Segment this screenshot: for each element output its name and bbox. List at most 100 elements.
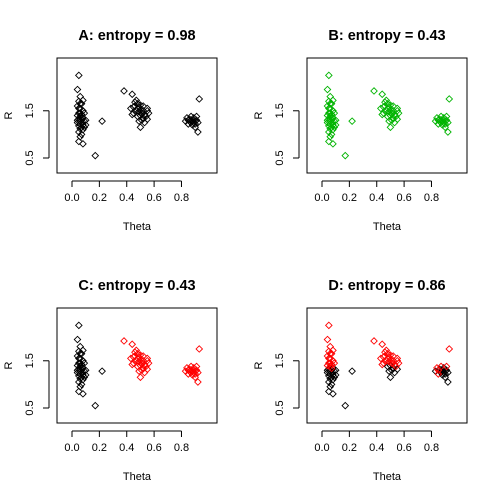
data-point — [327, 380, 336, 389]
data-point — [326, 359, 335, 367]
data-point — [341, 151, 350, 160]
data-point — [79, 346, 87, 355]
x-tick-label: 0.0 — [314, 442, 329, 454]
data-point — [120, 87, 128, 95]
y-tick-label: 0.5 — [274, 150, 286, 165]
data-point — [341, 401, 350, 410]
data-point — [389, 352, 397, 360]
data-point — [79, 139, 87, 148]
y-axis: 0.5 1.5 R — [253, 103, 300, 166]
data-point — [441, 370, 449, 378]
data-point — [191, 370, 199, 378]
y-axis: 0.5 1.5 R — [3, 353, 50, 416]
data-point — [325, 137, 333, 146]
data-point — [394, 109, 403, 117]
data-point — [189, 368, 198, 376]
data-point — [140, 368, 149, 377]
data-point — [327, 364, 336, 373]
y-axis-label: R — [253, 111, 265, 119]
y-axis: 0.5 1.5 R — [253, 353, 300, 416]
x-axis: 0.0 0.2 0.4 0.6 0.8 Theta — [64, 430, 189, 483]
data-point — [120, 337, 128, 345]
x-axis: 0.0 0.2 0.4 0.6 0.8 Theta — [314, 180, 439, 233]
data-point — [128, 340, 137, 349]
data-point — [434, 370, 443, 378]
data-point — [184, 366, 193, 375]
data-point — [327, 114, 336, 123]
data-point — [444, 378, 452, 386]
series-0 — [323, 71, 454, 160]
data-point — [348, 117, 356, 126]
data-point — [77, 380, 86, 389]
data-point — [80, 373, 89, 382]
data-point — [330, 123, 339, 132]
x-tick-label: 0.2 — [342, 442, 357, 454]
plot-frame — [56, 307, 218, 424]
data-point — [139, 102, 147, 110]
y-axis-label: R — [3, 111, 15, 119]
x-tick-label: 0.6 — [146, 442, 161, 454]
data-point — [442, 362, 451, 371]
data-point — [81, 366, 90, 375]
data-point — [191, 373, 199, 382]
data-point — [127, 354, 135, 363]
data-point — [135, 353, 143, 361]
y-tick-label: 1.5 — [24, 353, 36, 368]
panel-d: D: entropy = 0.86 0.0 0.2 0.4 0.6 0.8 Theta 0.5… — [253, 278, 468, 483]
series-0 — [73, 321, 106, 410]
data-point — [370, 87, 378, 95]
data-point — [195, 95, 204, 103]
data-point — [75, 71, 83, 80]
data-point — [330, 373, 339, 382]
data-point — [76, 359, 85, 367]
x-axis-label: Theta — [123, 221, 152, 233]
data-point — [331, 116, 340, 125]
series-1 — [120, 337, 204, 386]
data-point — [389, 102, 397, 110]
data-point — [381, 348, 389, 357]
data-point — [327, 368, 336, 377]
data-point — [441, 120, 449, 128]
data-point — [191, 123, 199, 132]
y-tick-label: 1.5 — [24, 103, 36, 118]
y-tick-label: 0.5 — [274, 400, 286, 415]
data-point — [139, 352, 147, 360]
panel-title: A: entropy = 0.98 — [78, 28, 195, 44]
data-point — [326, 109, 335, 117]
data-point — [143, 354, 152, 363]
data-point — [377, 104, 385, 113]
data-point — [441, 123, 449, 132]
x-axis: 0.0 0.2 0.4 0.6 0.8 Theta — [64, 180, 189, 233]
x-tick-label: 0.4 — [119, 192, 134, 204]
x-tick-label: 0.8 — [424, 192, 439, 204]
data-point — [75, 137, 83, 146]
data-point — [136, 373, 145, 382]
data-point — [385, 117, 393, 126]
data-point — [370, 337, 378, 345]
data-point — [181, 367, 190, 376]
data-point — [135, 103, 143, 111]
x-tick-label: 0.2 — [92, 192, 107, 204]
x-tick-label: 0.8 — [174, 192, 189, 204]
x-tick-label: 0.4 — [119, 442, 134, 454]
data-point — [91, 401, 100, 410]
data-point — [135, 367, 143, 376]
panel-title: D: entropy = 0.86 — [328, 278, 445, 294]
data-point — [385, 353, 393, 361]
data-point — [385, 367, 393, 376]
data-point — [128, 110, 137, 119]
panel-title: C: entropy = 0.43 — [78, 278, 195, 294]
x-tick-label: 0.2 — [92, 442, 107, 454]
data-point — [329, 346, 337, 355]
x-axis-label: Theta — [373, 471, 402, 483]
x-tick-label: 0.2 — [342, 192, 357, 204]
x-tick-label: 0.4 — [369, 192, 384, 204]
series-0 — [73, 71, 204, 160]
data-point — [79, 389, 87, 398]
data-point — [378, 340, 387, 349]
x-tick-label: 0.0 — [64, 442, 79, 454]
data-point — [98, 367, 106, 376]
data-point — [189, 118, 198, 126]
data-point — [128, 90, 137, 99]
x-tick-label: 0.6 — [396, 192, 411, 204]
